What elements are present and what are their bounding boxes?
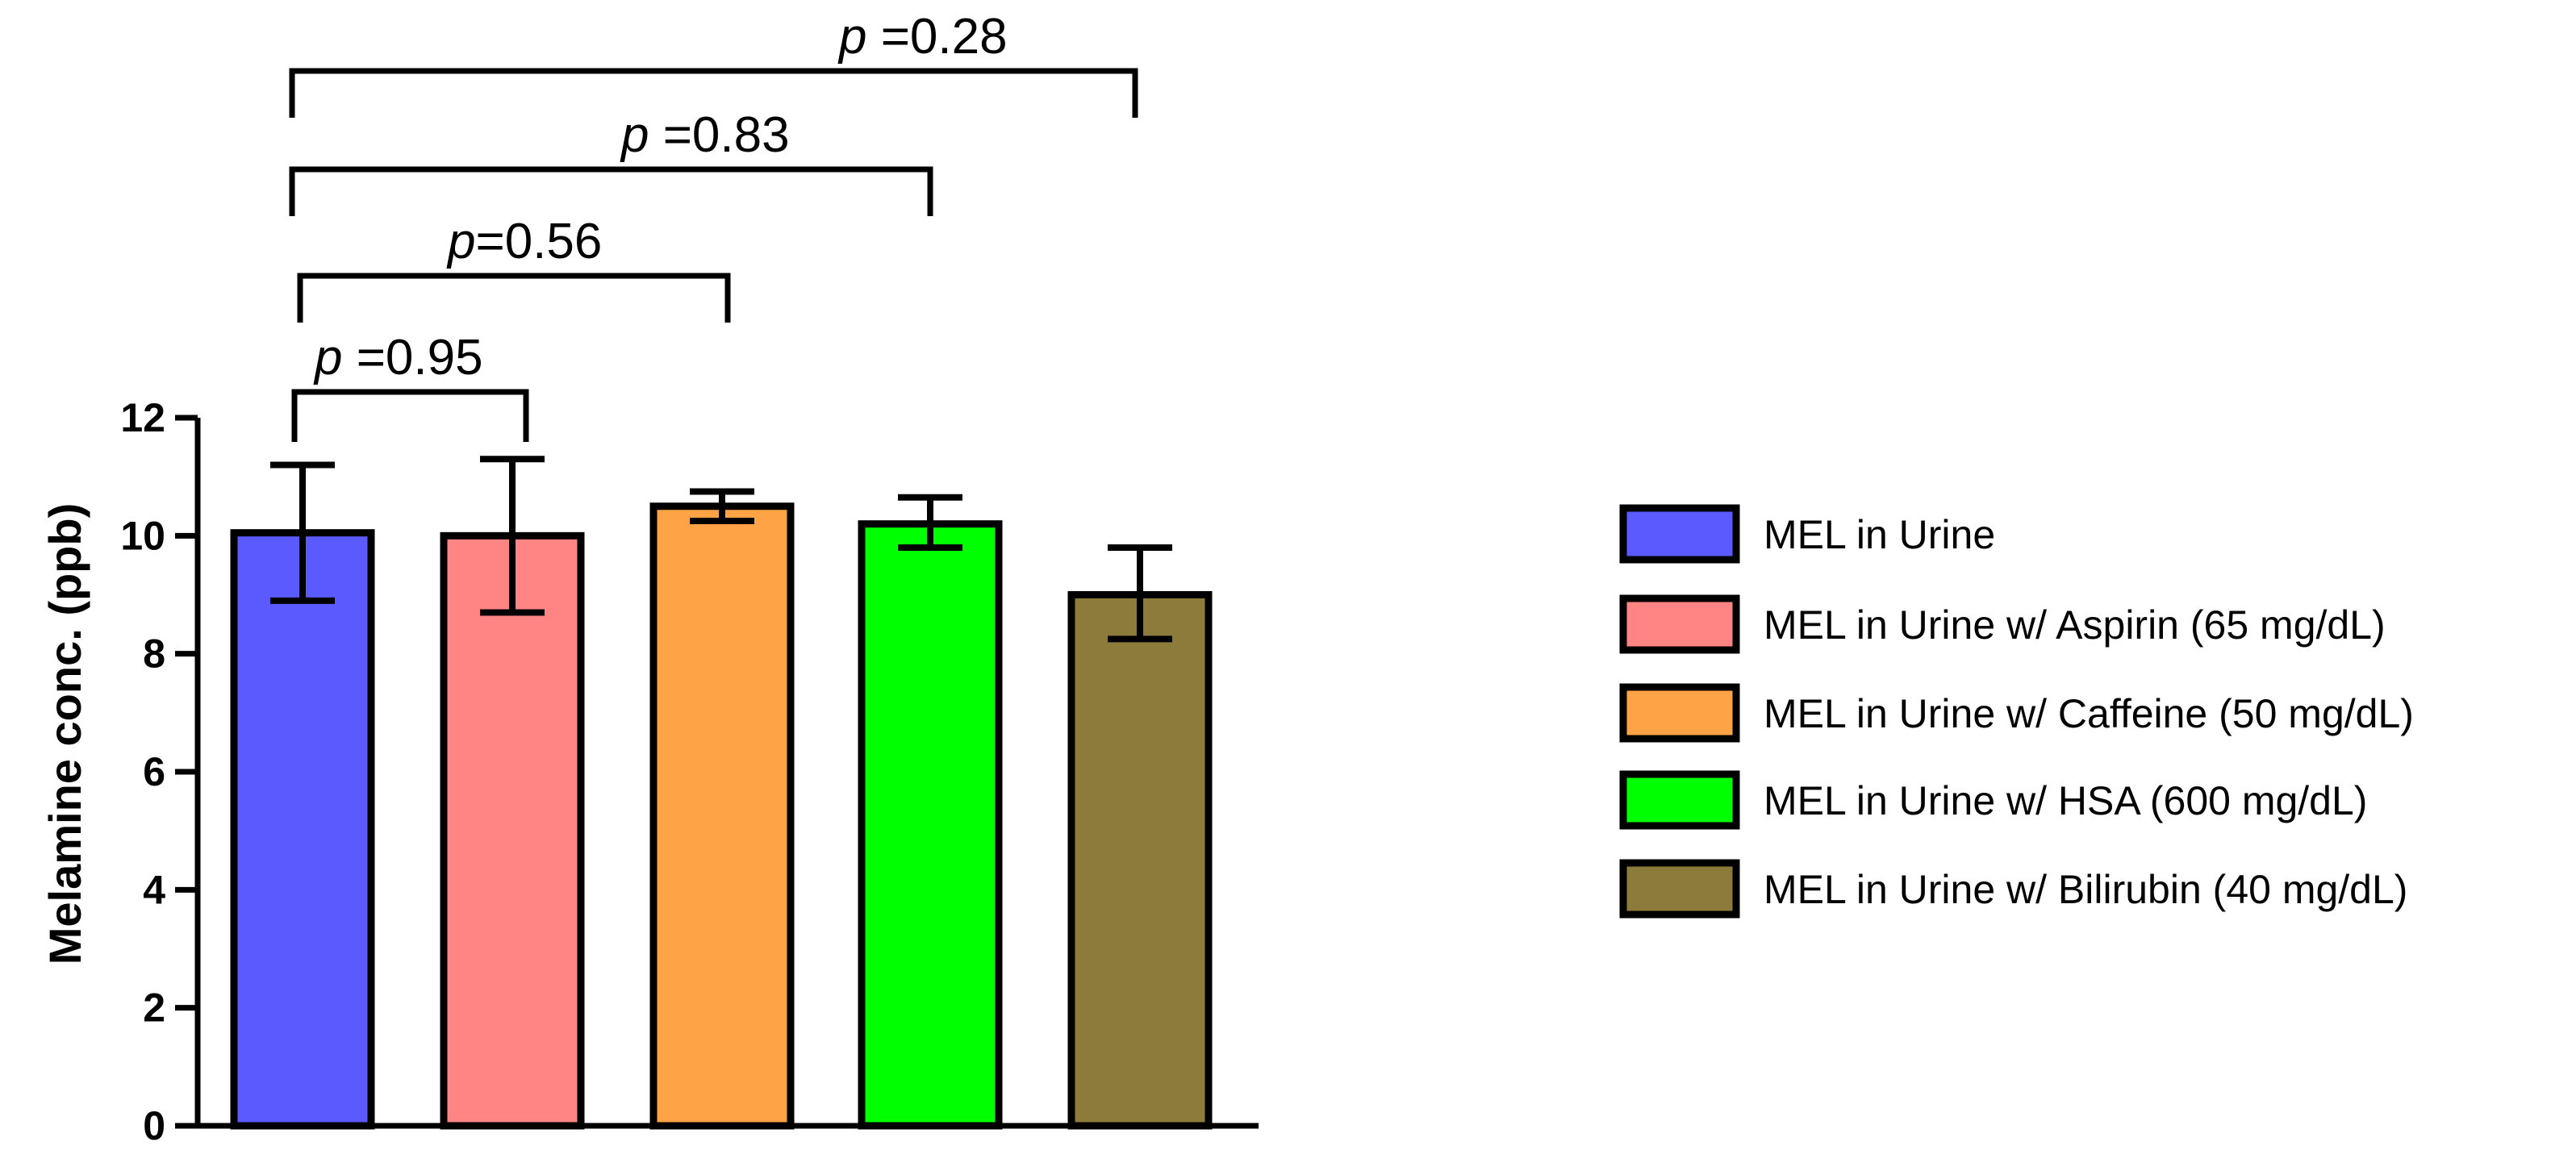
- y-tick-label: 0: [143, 1103, 165, 1148]
- comparison-bracket: [297, 273, 731, 323]
- legend: MEL in Urine MEL in Urine w/ Aspirin (65 …: [1619, 504, 2414, 919]
- y-tick-label: 10: [120, 513, 165, 558]
- legend-label: MEL in Urine: [1764, 512, 1995, 557]
- legend-label: MEL in Urine w/ Bilirubin (40 mg/dL): [1764, 867, 2407, 912]
- legend-label: MEL in Urine w/ Caffeine (50 mg/dL): [1764, 691, 2414, 736]
- legend-swatch: [1619, 504, 1740, 564]
- y-tick-label: 4: [143, 867, 165, 912]
- legend-swatch: [1619, 683, 1740, 743]
- bars: [230, 502, 1213, 1130]
- bar: [440, 531, 585, 1130]
- p-value-label: p =0.28: [837, 9, 1008, 65]
- p-value-label: p=0.56: [446, 214, 602, 269]
- significance-brackets: p =0.95 p=0.56 p =0.83 p =0.28: [289, 9, 1138, 442]
- y-tick-label: 2: [143, 985, 165, 1031]
- legend-label: MEL in Urine w/ Aspirin (65 mg/dL): [1764, 602, 2386, 648]
- comparison-bracket: [291, 389, 529, 442]
- legend-label: MEL in Urine w/ HSA (600 mg/dL): [1764, 778, 2367, 823]
- legend-swatch: [1619, 770, 1740, 830]
- bar: [1067, 591, 1213, 1130]
- legend-swatch: [1619, 594, 1740, 654]
- y-tick-label: 6: [143, 749, 165, 794]
- bar: [649, 502, 795, 1130]
- p-value-label: p =0.83: [620, 107, 790, 163]
- comparison-bracket: [289, 166, 933, 216]
- p-value-label: p =0.95: [313, 330, 483, 385]
- error-bars: [270, 456, 1172, 643]
- bar: [858, 520, 1003, 1130]
- y-tick-label: 8: [143, 631, 165, 677]
- y-tick-label: 12: [120, 395, 165, 440]
- legend-swatch: [1619, 859, 1740, 919]
- comparison-bracket: [289, 68, 1138, 118]
- y-axis-title: Melamine conc. (ppb): [40, 503, 90, 965]
- bar: [230, 529, 375, 1130]
